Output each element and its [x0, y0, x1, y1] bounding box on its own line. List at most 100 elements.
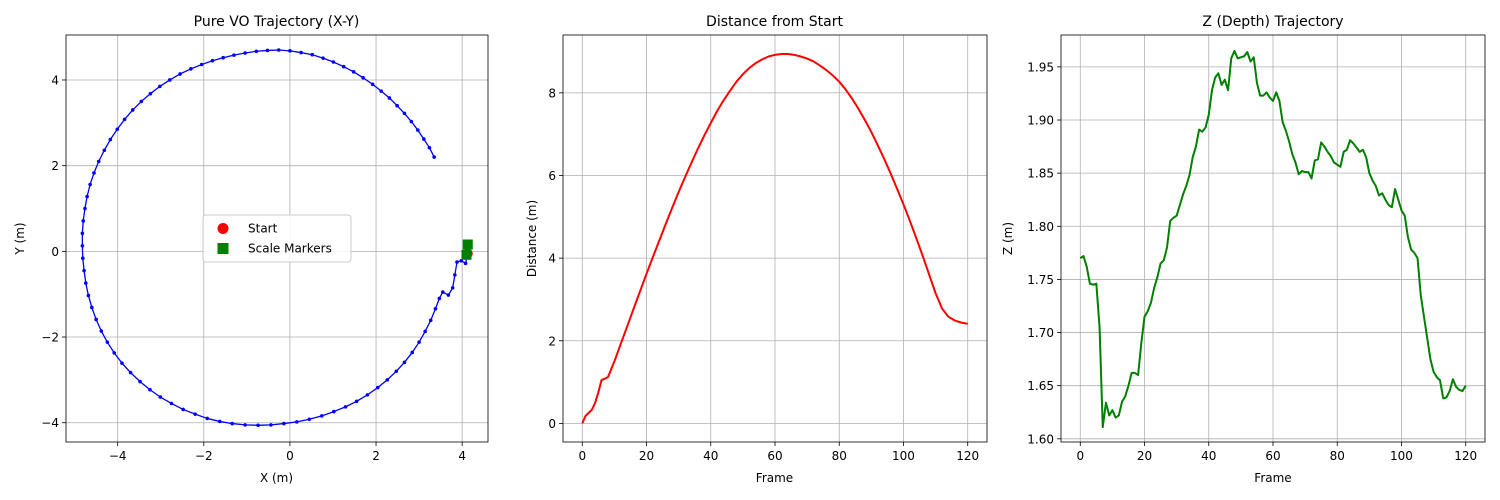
data-point [115, 127, 120, 132]
data-point [453, 273, 457, 277]
data-point [354, 399, 359, 404]
data-point [417, 340, 421, 344]
data-point [321, 56, 325, 60]
y-axis-label: Y (m) [13, 222, 27, 255]
data-point [120, 361, 124, 365]
grid [563, 35, 987, 442]
x-tick-label: 60 [1265, 449, 1280, 463]
data-point [243, 423, 247, 427]
data-point [80, 231, 85, 236]
data-point [402, 360, 407, 365]
data-point [387, 96, 392, 100]
y-tick-label: 1.70 [1027, 326, 1054, 340]
data-point [88, 182, 92, 187]
data-point [128, 370, 133, 375]
data-point [394, 369, 399, 374]
data-point [86, 293, 91, 298]
y-tick-label: 2 [51, 159, 59, 173]
data-point [416, 128, 420, 132]
data-point [158, 395, 163, 399]
data-point [437, 296, 442, 301]
data-point [90, 305, 94, 310]
data-point [319, 414, 324, 418]
data-point [295, 420, 299, 424]
data-point [365, 393, 370, 397]
data-point [269, 423, 273, 427]
y-tick-label: 1.80 [1027, 220, 1054, 234]
y-tick-label: 1.95 [1027, 60, 1054, 74]
data-point [370, 82, 375, 87]
series-line [581, 53, 968, 424]
data-point [450, 285, 455, 290]
data-point [85, 194, 89, 199]
data-point [189, 67, 193, 71]
data-point [310, 52, 315, 57]
data-point [432, 155, 436, 159]
series-0 [1079, 49, 1467, 429]
x-tick-label: 120 [1454, 449, 1477, 463]
grid [1061, 35, 1485, 442]
data-point [423, 329, 427, 334]
plot-frame [562, 34, 988, 443]
legend-frame [202, 214, 352, 263]
data-point [361, 76, 365, 80]
data-point [94, 317, 98, 322]
data-point [375, 385, 380, 390]
data-point [105, 340, 110, 344]
x-tick-label: 80 [1330, 449, 1345, 463]
data-point [102, 148, 107, 153]
data-point [210, 58, 215, 63]
panel-title: Pure VO Trajectory (X-Y) [194, 14, 360, 30]
data-point [221, 55, 225, 60]
data-point [83, 206, 87, 211]
data-point [158, 84, 162, 89]
data-point [181, 407, 185, 412]
y-axis-label: Distance (m) [525, 200, 539, 277]
series-line [81, 49, 469, 426]
data-point [256, 423, 260, 428]
series-0 [80, 48, 470, 428]
xy-trajectory-panel: Pure VO Trajectory (X-Y) X (m) Y (m) −4−… [13, 14, 489, 485]
data-point [428, 318, 433, 323]
data-point [463, 261, 468, 266]
data-point [276, 48, 281, 52]
data-point [178, 72, 182, 76]
series-scale-markers [461, 239, 473, 260]
y-tick-label: −4 [41, 416, 59, 430]
y-tick-label: −2 [41, 331, 59, 345]
ticks: 0 20 40 60 80 100 120 1.60 1.65 1.70 1.75 1.80 1.85 1… [1027, 60, 1477, 463]
data-point [199, 62, 204, 67]
y-tick-label: 2 [548, 334, 556, 348]
panel-title: Z (Depth) Trajectory [1202, 14, 1343, 30]
y-tick-label: 8 [548, 86, 556, 100]
x-axis-label: Frame [1254, 471, 1291, 485]
y-tick-label: 0 [51, 245, 59, 259]
data-point [395, 103, 399, 108]
data-point [112, 351, 117, 355]
data-point [81, 219, 86, 223]
legend-start-label: Start [248, 222, 278, 236]
x-tick-label: 40 [703, 449, 718, 463]
data-point [299, 50, 303, 55]
data-point [440, 290, 445, 294]
data-point [217, 419, 222, 424]
ticks: −4 −2 0 2 4 −4 −2 0 2 4 [41, 73, 466, 463]
legend-scale-marker [217, 243, 229, 254]
data-point [379, 89, 384, 93]
data-point [82, 268, 86, 273]
x-tick-label: 80 [832, 449, 847, 463]
x-tick-label: 20 [639, 449, 654, 463]
data-point [341, 64, 346, 69]
data-point [446, 293, 451, 297]
x-tick-label: 4 [458, 449, 466, 463]
y-tick-label: 4 [51, 73, 59, 87]
x-tick-label: 20 [1137, 449, 1152, 463]
ticks: 0 20 40 60 80 100 120 0 2 4 6 8 [548, 86, 979, 463]
y-tick-label: 1.90 [1027, 114, 1054, 128]
x-tick-label: 0 [578, 449, 586, 463]
x-tick-label: 120 [956, 449, 979, 463]
data-point [343, 405, 348, 409]
data-point [232, 53, 236, 57]
data-point [80, 243, 85, 248]
depth-panel: Z (Depth) Trajectory Frame Z (m) 0 20 40 60… [1001, 14, 1486, 485]
